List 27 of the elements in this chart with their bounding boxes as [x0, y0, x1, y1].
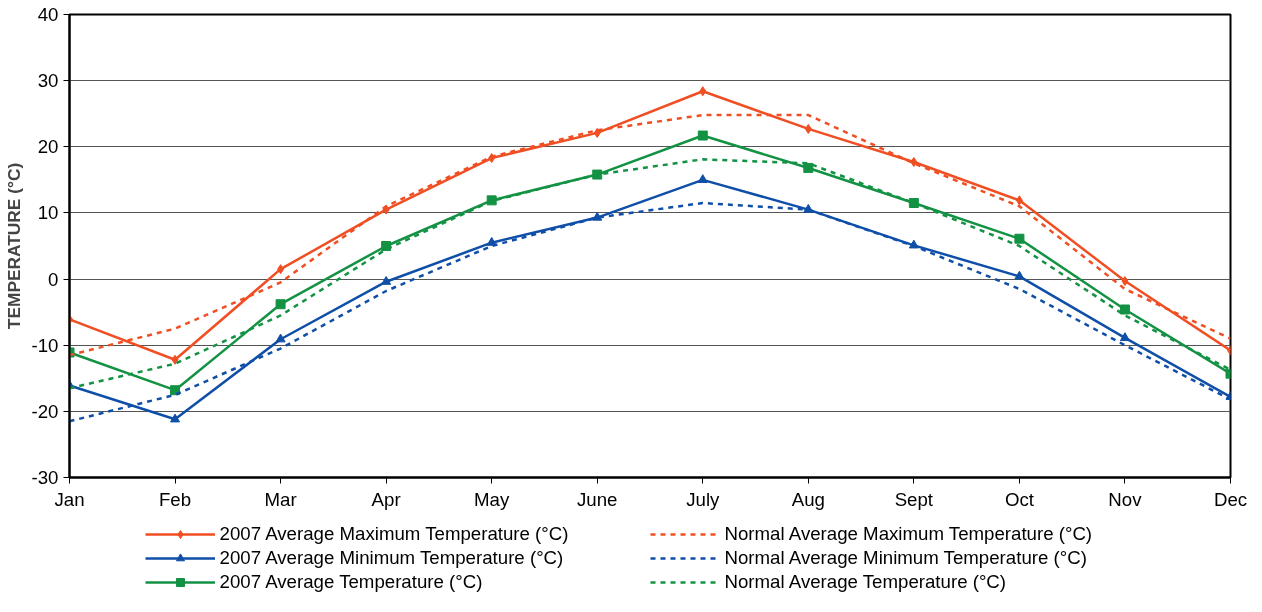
x-tick-label: Mar [264, 488, 297, 510]
legend-label: Normal Average Minimum Temperature (°C) [724, 546, 1088, 570]
y-tick-label: 40 [37, 4, 59, 25]
legend-label: 2007 Average Minimum Temperature (°C) [219, 546, 565, 570]
legend-label: 2007 Average Maximum Temperature (°C) [219, 522, 570, 546]
x-tick-label: May [474, 488, 510, 510]
y-tick-label: -10 [31, 334, 59, 356]
y-tick-label: 0 [48, 268, 59, 290]
x-tick-label: Feb [158, 488, 192, 510]
x-tick-label: June [577, 488, 618, 510]
x-tick-label: Sept [894, 488, 934, 510]
x-tick-label: July [686, 488, 721, 510]
y-axis-title: TEMPERATURE (°C) [3, 162, 24, 330]
x-tick-label: Oct [1004, 488, 1035, 510]
legend-label: 2007 Average Temperature (°C) [219, 570, 484, 594]
y-tick-label: -30 [31, 467, 59, 488]
y-tick-label: 20 [37, 136, 59, 158]
legend-label: Normal Average Temperature (°C) [724, 570, 1008, 594]
x-tick-label: Aug [791, 488, 825, 510]
x-tick-label: Apr [371, 488, 401, 510]
x-tick-label: Jan [54, 488, 85, 510]
x-tick-label: Dec [1213, 488, 1248, 510]
y-tick-label: -20 [31, 400, 59, 422]
x-tick-label: Nov [1108, 488, 1143, 510]
legend-label: Normal Average Maximum Temperature (°C) [724, 522, 1094, 546]
y-tick-label: 30 [37, 70, 59, 92]
y-tick-label: 10 [37, 202, 59, 224]
